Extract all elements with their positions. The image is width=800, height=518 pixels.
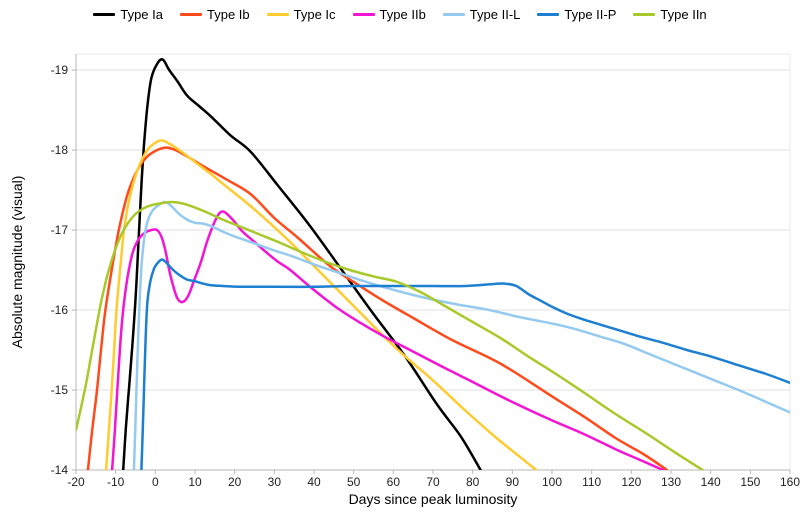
legend-label: Type Ic	[293, 7, 336, 22]
legend-line-swatch	[352, 13, 375, 16]
series-line-type-ii-p	[140, 258, 790, 470]
x-tick-label: 130	[661, 475, 681, 489]
x-tick-label: 150	[740, 475, 760, 489]
legend-item-type-ii-p[interactable]: Type II-P	[537, 7, 616, 22]
legend-item-type-ib[interactable]: Type Ib	[179, 7, 250, 22]
x-tick-label: 10	[188, 475, 202, 489]
y-tick-label: -19	[51, 63, 69, 77]
legend-label: Type II-P	[564, 7, 617, 22]
series-line-type-ia	[121, 58, 482, 470]
x-tick-label: 80	[466, 475, 480, 489]
x-tick-label: 30	[268, 475, 282, 489]
x-axis-title: Days since peak luminosity	[349, 491, 518, 507]
x-tick-label: 0	[152, 475, 159, 489]
legend-item-type-ii-l[interactable]: Type II-L	[442, 7, 521, 22]
x-tick-label: 140	[701, 475, 721, 489]
legend-line-swatch	[179, 13, 202, 16]
x-tick-label: 20	[228, 475, 242, 489]
legend-label: Type II-L	[469, 7, 521, 22]
series-line-type-ib	[86, 146, 669, 470]
x-tick-label: 40	[307, 475, 321, 489]
legend-label: Type IIn	[660, 7, 707, 22]
legend-line-swatch	[266, 13, 289, 16]
series-line-type-ii-l	[132, 200, 790, 470]
x-tick-label: -10	[107, 475, 125, 489]
x-tick-label: 120	[621, 475, 641, 489]
y-tick-label: -16	[51, 303, 69, 317]
series-line-type-ic	[104, 139, 538, 470]
legend-item-type-ia[interactable]: Type Ia	[93, 7, 163, 22]
x-tick-label: 160	[780, 475, 800, 489]
x-tick-label: 100	[542, 475, 562, 489]
legend-item-type-ic[interactable]: Type Ic	[266, 7, 336, 22]
x-tick-label: 70	[426, 475, 440, 489]
series-line-type-iib	[110, 210, 665, 470]
axis-ticks	[72, 69, 791, 474]
x-tick-label: 90	[506, 475, 520, 489]
legend-line-swatch	[633, 13, 656, 16]
legend-line-swatch	[442, 13, 465, 16]
y-tick-label: -15	[51, 383, 69, 397]
curves-layer	[76, 58, 790, 470]
plot-frame	[75, 53, 791, 471]
legend-line-swatch	[93, 13, 116, 16]
chart-legend: Type Ia Type Ib Type Ic Type IIb Type II-L Ty…	[0, 7, 800, 22]
tick-labels: -20 -10 0 10 20 30 40 50 60 70 80 90 100 110 120 130 140…	[51, 63, 800, 489]
legend-item-type-iib[interactable]: Type IIb	[352, 7, 426, 22]
y-tick-label: -18	[51, 143, 69, 157]
y-tick-label: -17	[51, 223, 69, 237]
gridlines	[76, 69, 790, 391]
x-tick-label: 60	[387, 475, 401, 489]
legend-item-type-iin[interactable]: Type IIn	[633, 7, 707, 22]
legend-label: Type Ib	[206, 7, 250, 22]
y-axis-title: Absolute magnitude (visual)	[9, 176, 25, 349]
legend-label: Type IIb	[379, 7, 426, 22]
series-line-type-iin	[76, 200, 704, 470]
legend-label: Type Ia	[120, 7, 163, 22]
x-tick-label: 50	[347, 475, 361, 489]
x-tick-label: -20	[67, 475, 85, 489]
y-tick-label: -14	[51, 463, 69, 477]
x-tick-label: 110	[582, 475, 601, 489]
legend-line-swatch	[537, 13, 560, 16]
